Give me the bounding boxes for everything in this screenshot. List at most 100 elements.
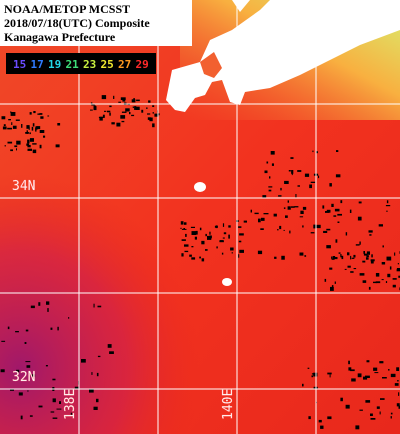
cloud xyxy=(97,355,101,358)
cloud xyxy=(362,260,366,263)
cloud xyxy=(116,122,121,127)
cloud xyxy=(250,209,252,213)
cloud xyxy=(141,109,144,113)
cloud xyxy=(331,203,334,207)
cloud xyxy=(287,206,291,210)
cloud xyxy=(289,230,291,234)
cloud xyxy=(3,124,6,127)
cloud xyxy=(25,132,29,134)
cloud xyxy=(300,210,304,214)
cloud xyxy=(355,425,360,430)
cloud xyxy=(326,245,331,249)
cloud xyxy=(382,245,384,248)
cloud xyxy=(109,112,111,116)
cloud xyxy=(222,237,225,239)
cloud xyxy=(348,360,350,365)
cloud xyxy=(14,145,18,148)
cloud xyxy=(291,170,294,174)
cloud xyxy=(129,112,131,115)
cloud xyxy=(370,259,375,262)
cloud xyxy=(93,303,95,308)
cloud xyxy=(125,108,130,112)
cloud xyxy=(366,360,370,363)
cloud xyxy=(91,372,93,375)
cloud xyxy=(311,373,315,375)
cloud xyxy=(209,235,212,239)
cloud xyxy=(7,127,12,130)
cloud xyxy=(47,115,50,117)
cloud xyxy=(379,411,381,415)
cloud xyxy=(320,425,324,429)
cloud xyxy=(26,365,31,368)
cloud xyxy=(390,412,393,415)
cloud xyxy=(396,268,400,270)
cloud xyxy=(239,249,244,253)
cloud xyxy=(7,141,13,144)
cloud xyxy=(353,254,356,258)
cloud xyxy=(93,406,98,410)
cloud xyxy=(266,161,269,164)
cloud xyxy=(201,258,205,262)
cloud xyxy=(122,99,126,102)
cloud xyxy=(185,233,187,237)
cloud xyxy=(365,375,370,378)
cloud xyxy=(313,224,317,229)
cloud xyxy=(97,305,102,308)
cloud xyxy=(362,280,367,283)
cloud xyxy=(369,234,372,236)
cloud xyxy=(21,124,23,128)
cloud xyxy=(295,194,297,198)
cloud xyxy=(107,344,112,348)
cloud xyxy=(154,113,159,117)
cloud xyxy=(386,256,392,261)
cloud xyxy=(223,232,227,235)
cloud xyxy=(27,139,30,144)
cloud xyxy=(261,217,265,221)
cloud xyxy=(147,113,151,115)
cloud xyxy=(109,351,114,354)
cloud xyxy=(284,180,289,184)
cloud xyxy=(228,225,231,228)
cloud xyxy=(238,254,240,258)
cloud xyxy=(183,228,185,230)
cloud xyxy=(299,216,304,218)
cloud xyxy=(316,151,318,154)
cloud xyxy=(184,244,189,247)
cloud xyxy=(359,241,361,245)
cloud xyxy=(43,135,46,138)
cloud xyxy=(201,240,205,245)
cloud xyxy=(0,369,5,373)
island xyxy=(222,278,232,286)
cloud xyxy=(388,369,390,371)
cloud xyxy=(371,254,373,258)
cloud xyxy=(121,120,125,123)
cloud xyxy=(396,269,400,272)
cloud xyxy=(370,418,376,420)
cloud xyxy=(290,157,294,159)
cloud xyxy=(329,374,331,378)
cloud xyxy=(359,273,365,276)
cloud xyxy=(373,367,378,371)
cloud xyxy=(184,250,189,253)
cloud xyxy=(258,218,261,223)
cloud xyxy=(11,122,13,125)
cloud xyxy=(331,256,333,259)
cloud xyxy=(370,261,374,264)
cloud xyxy=(90,109,93,111)
cloud xyxy=(279,225,282,230)
cloud xyxy=(335,239,338,243)
cloud xyxy=(337,213,342,216)
cloud xyxy=(368,230,373,233)
cloud xyxy=(381,262,386,265)
legend-label: 23 xyxy=(83,58,96,71)
cloud xyxy=(27,390,29,392)
cloud xyxy=(152,123,155,128)
cloud xyxy=(89,388,94,393)
cloud xyxy=(111,122,115,125)
cloud xyxy=(302,206,307,210)
cloud xyxy=(347,252,350,256)
cloud xyxy=(74,386,80,389)
cloud xyxy=(318,175,320,179)
cloud xyxy=(385,281,388,283)
cloud xyxy=(291,172,293,176)
